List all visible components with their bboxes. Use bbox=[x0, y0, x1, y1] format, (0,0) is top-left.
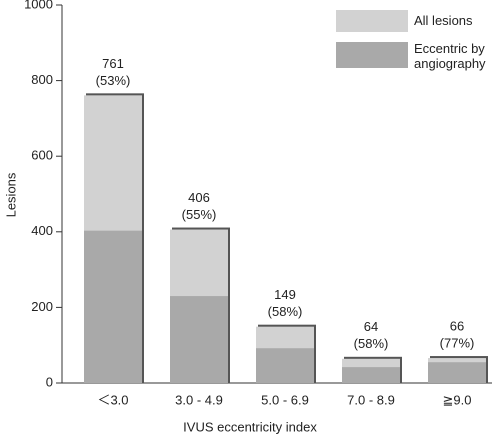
y-tick-label: 600 bbox=[31, 148, 53, 163]
value-label: 66 bbox=[450, 318, 464, 333]
y-tick-label: 400 bbox=[31, 223, 53, 238]
annotation: (58%) bbox=[354, 336, 389, 351]
bar bbox=[342, 367, 400, 383]
bar bbox=[84, 230, 142, 383]
y-tick-label: 200 bbox=[31, 299, 53, 314]
annotation: (77%) bbox=[440, 335, 475, 350]
value-label: 406 bbox=[188, 190, 210, 205]
y-tick-label: 1000 bbox=[24, 0, 53, 11]
bar bbox=[428, 362, 486, 383]
y-axis-label: Lesions bbox=[3, 172, 18, 217]
bar bbox=[170, 296, 228, 383]
x-axis-label: IVUS eccentricity index bbox=[183, 419, 317, 434]
x-tick-label: 3.0 - 4.9 bbox=[175, 392, 223, 407]
bar bbox=[256, 348, 314, 383]
legend-label: Eccentric by angiography bbox=[414, 41, 486, 71]
x-tick-label: ≧9.0 bbox=[443, 392, 472, 407]
value-label: 64 bbox=[364, 319, 378, 334]
legend-label: All lesions bbox=[414, 13, 473, 28]
legend-swatch bbox=[336, 42, 408, 68]
value-label: 761 bbox=[102, 56, 124, 71]
x-tick-label: ＜3.0 bbox=[97, 392, 128, 407]
annotation: (58%) bbox=[268, 304, 303, 319]
value-label: 149 bbox=[274, 287, 296, 302]
annotation: (55%) bbox=[182, 207, 217, 222]
legend-swatch bbox=[336, 10, 408, 32]
x-tick-label: 5.0 - 6.9 bbox=[261, 392, 309, 407]
x-tick-label: 7.0 - 8.9 bbox=[347, 392, 395, 407]
annotation: (53%) bbox=[96, 73, 131, 88]
y-tick-label: 0 bbox=[46, 374, 53, 389]
y-tick-label: 800 bbox=[31, 72, 53, 87]
